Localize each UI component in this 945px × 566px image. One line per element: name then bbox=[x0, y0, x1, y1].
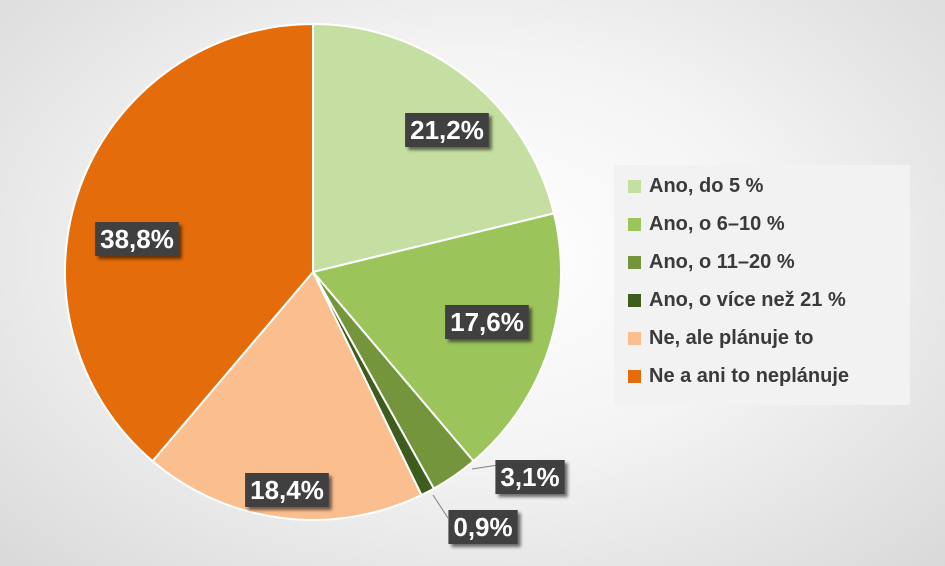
data-label: 17,6% bbox=[445, 305, 529, 339]
legend-label: Ne a ani to neplánuje bbox=[649, 364, 850, 387]
legend-label: Ne, ale plánuje to bbox=[649, 326, 814, 349]
legend-label: Ano, o 11–20 % bbox=[649, 250, 795, 273]
data-label: 38,8% bbox=[95, 222, 179, 256]
svg-text:38,8%: 38,8% bbox=[100, 224, 174, 254]
legend-label: Ano, o více než 21 % bbox=[649, 288, 846, 311]
legend-swatch bbox=[628, 255, 641, 269]
leader-line bbox=[432, 494, 449, 519]
legend-swatch bbox=[628, 331, 641, 345]
pie-slice bbox=[151, 270, 423, 521]
pie-slice bbox=[64, 22, 314, 463]
svg-text:17,6%: 17,6% bbox=[450, 307, 524, 337]
legend-item: Ne a ani to neplánuje bbox=[628, 361, 849, 391]
svg-text:18,4%: 18,4% bbox=[250, 475, 324, 505]
data-label: 0,9% bbox=[448, 510, 518, 544]
legend-item: Ano, o více než 21 % bbox=[628, 285, 846, 315]
legend-swatch bbox=[628, 217, 641, 231]
data-label: 21,2% bbox=[405, 113, 489, 147]
data-label-box bbox=[405, 113, 489, 147]
legend-label: Ano, o 6–10 % bbox=[649, 212, 785, 235]
legend-item: Ne, ale plánuje to bbox=[628, 323, 813, 353]
legend-label: Ano, do 5 % bbox=[649, 174, 764, 197]
data-label-box bbox=[445, 305, 529, 339]
legend-swatch bbox=[628, 369, 641, 383]
legend-swatch bbox=[628, 179, 641, 193]
data-label-box bbox=[95, 222, 179, 256]
legend-item: Ano, do 5 % bbox=[628, 171, 763, 201]
data-label-box bbox=[495, 460, 565, 494]
pie-slice bbox=[312, 22, 556, 274]
svg-text:3,1%: 3,1% bbox=[500, 462, 559, 492]
legend-item: Ano, o 6–10 % bbox=[628, 209, 785, 239]
svg-text:21,2%: 21,2% bbox=[410, 115, 484, 145]
data-label: 3,1% bbox=[495, 460, 565, 494]
pie-slice bbox=[311, 212, 562, 463]
legend-item: Ano, o 11–20 % bbox=[628, 247, 795, 277]
legend: Ano, do 5 % Ano, o 6–10 % Ano, o 11–20 % An… bbox=[614, 165, 910, 405]
svg-text:0,9%: 0,9% bbox=[453, 512, 512, 542]
data-label: 18,4% bbox=[245, 473, 329, 507]
legend-swatch bbox=[628, 293, 641, 307]
leader-line bbox=[471, 464, 499, 470]
data-label-box bbox=[245, 473, 329, 507]
data-label-box bbox=[448, 510, 518, 544]
